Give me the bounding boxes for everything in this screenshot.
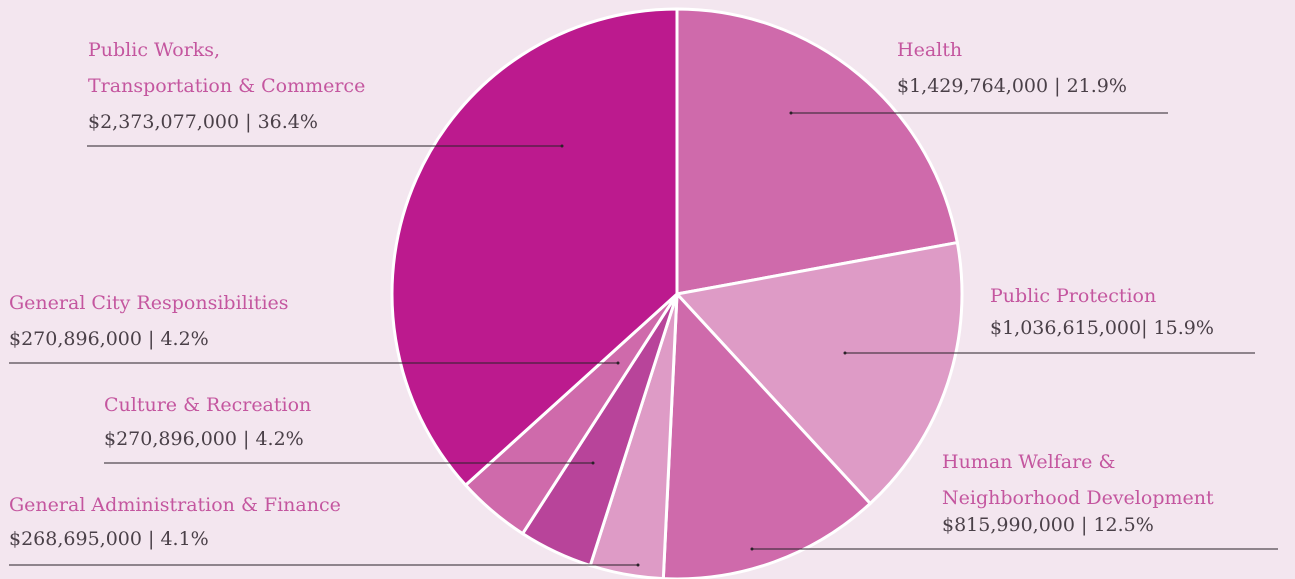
- value-label: $270,896,000 | 4.2%: [9, 328, 209, 350]
- value-label: $1,429,764,000 | 21.9%: [897, 75, 1127, 97]
- slice-label: Human Welfare & Neighborhood Development: [942, 451, 1214, 509]
- value-label: $815,990,000 | 12.5%: [942, 514, 1154, 536]
- value-label: $1,036,615,000| 15.9%: [990, 317, 1214, 339]
- leader-dot: [750, 547, 754, 551]
- slice-label: Culture & Recreation: [104, 394, 312, 416]
- pie-slice: [675, 7, 960, 296]
- value-label: $270,896,000 | 4.2%: [104, 428, 304, 450]
- leader-dot: [616, 361, 620, 365]
- leader-dot: [843, 351, 847, 355]
- pie-slice: [674, 240, 964, 506]
- leader-dot: [560, 144, 564, 148]
- pie-slice: [390, 7, 679, 488]
- leader-dot: [591, 461, 595, 465]
- value-label: $268,695,000 | 4.1%: [9, 528, 209, 550]
- slice-label: Health: [897, 39, 963, 61]
- slice-label: General Administration & Finance: [9, 494, 341, 516]
- value-label: $2,373,077,000 | 36.4%: [88, 111, 318, 133]
- slice-label: Public Works, Transportation & Commerce: [88, 39, 366, 97]
- leader-dot: [789, 111, 793, 115]
- slice-label: General City Responsibilities: [9, 292, 289, 314]
- slice-label: Public Protection: [990, 285, 1157, 307]
- leader-dot: [636, 563, 640, 567]
